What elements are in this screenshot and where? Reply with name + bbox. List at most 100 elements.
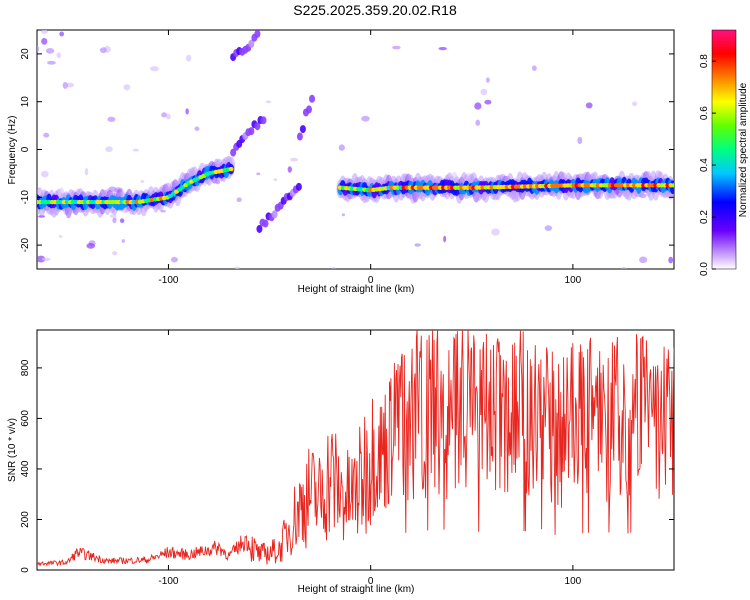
chart-title: S225.2025.359.20.02.R18 (293, 2, 457, 18)
x-tick-label: 100 (565, 576, 582, 587)
noise-speck (105, 146, 113, 153)
branch-blob (305, 105, 312, 114)
colorbar-tick-label: 0.8 (699, 54, 710, 68)
branch-blob (262, 219, 269, 228)
top-ylabel: Frequency (Hz) (7, 116, 18, 185)
spectrogram-image (37, 30, 674, 269)
noise-speck (40, 30, 48, 34)
branch-blob (299, 125, 306, 134)
noise-speck (414, 243, 421, 247)
noise-speck (170, 256, 178, 263)
noise-speck (668, 256, 674, 264)
noise-speck (41, 257, 51, 261)
y-tick-label: 600 (20, 410, 31, 427)
noise-speck (109, 214, 117, 218)
noise-speck (484, 99, 492, 105)
noise-speck (121, 239, 125, 243)
noise-speck (186, 54, 192, 62)
noise-speck (46, 60, 56, 65)
noise-speck (265, 100, 272, 104)
noise-speck (161, 112, 168, 118)
noise-speck (149, 66, 159, 72)
branch-blob (295, 182, 302, 191)
noise-speck (123, 84, 131, 91)
y-tick-label: 800 (20, 359, 31, 376)
noise-speck (256, 172, 261, 176)
noise-speck (119, 218, 125, 224)
colorbar-tick-label: 0.2 (699, 210, 710, 224)
noise-speck (585, 102, 593, 109)
y-tick-label: 200 (20, 511, 31, 528)
noise-speck (475, 119, 481, 126)
noise-speck (66, 82, 74, 88)
colorbar-tick-label: 0.0 (699, 262, 710, 276)
noise-speck (531, 65, 537, 71)
noise-speck (338, 144, 345, 151)
branch-blob (254, 122, 261, 131)
noise-speck (491, 228, 500, 236)
colorbar-tick-label: 0.6 (699, 106, 710, 120)
noise-speck (236, 197, 242, 202)
noise-speck (107, 116, 116, 122)
noise-speck (45, 47, 55, 54)
noise-speck (290, 157, 299, 162)
branch-blob (248, 127, 255, 136)
ridge-core (228, 166, 234, 172)
x-tick-label: -100 (158, 576, 178, 587)
branch-blob (260, 116, 267, 125)
noise-speck (443, 235, 447, 243)
x-tick-label: 0 (368, 275, 374, 286)
x-tick-label: 100 (565, 275, 582, 286)
y-tick-label: 0 (20, 146, 31, 152)
noise-speck (273, 178, 278, 182)
noise-speck (112, 251, 118, 256)
noise-speck (40, 170, 49, 178)
y-tick-label: 0 (20, 567, 31, 573)
noise-speck (632, 101, 638, 107)
noise-speck (474, 102, 482, 110)
noise-speck (480, 88, 488, 96)
noise-speck (544, 225, 553, 231)
branch-blob (296, 132, 303, 141)
noise-speck (132, 148, 139, 152)
colorbar-gradient (711, 29, 737, 270)
branch-blob (248, 39, 255, 48)
branch-blob (309, 94, 316, 103)
bottom-ylabel: SNR (10 * v/v) (7, 418, 18, 482)
y-tick-label: -10 (20, 190, 31, 205)
x-tick-label: 0 (368, 576, 374, 587)
top-xlabel: Height of straight line (km) (298, 284, 415, 295)
branch-blob (230, 148, 237, 157)
snr-panel: -100 0 100 0 200 400 600 800 Height of straight… (7, 329, 675, 595)
snr-line (37, 330, 674, 567)
noise-speck (341, 213, 345, 217)
noise-speck (86, 243, 96, 249)
noise-speck (62, 81, 69, 89)
noise-speck (331, 267, 336, 269)
noise-speck (639, 256, 648, 264)
noise-speck (438, 46, 447, 51)
colorbar: 0.0 0.2 0.4 0.6 0.8 Normalized spectral ampl… (699, 29, 749, 276)
noise-speck (37, 255, 46, 263)
noise-speck (59, 31, 65, 37)
noise-speck (99, 47, 107, 54)
ridge-core (671, 183, 674, 188)
branch-blob (256, 224, 263, 233)
branch-blob (254, 30, 261, 38)
bottom-xlabel: Height of straight line (km) (298, 584, 415, 595)
noise-speck (56, 52, 61, 58)
colorbar-tick-label: 0.4 (699, 158, 710, 172)
noise-speck (58, 235, 63, 238)
y-tick-label: 400 (20, 460, 31, 477)
noise-speck (38, 215, 45, 218)
noise-speck (577, 136, 583, 145)
y-tick-label: -20 (20, 237, 31, 252)
noise-speck (185, 108, 189, 115)
noise-speck (37, 45, 40, 52)
noise-speck (41, 38, 48, 45)
noise-speck (84, 168, 89, 176)
noise-speck (140, 180, 145, 183)
noise-speck (194, 126, 200, 131)
